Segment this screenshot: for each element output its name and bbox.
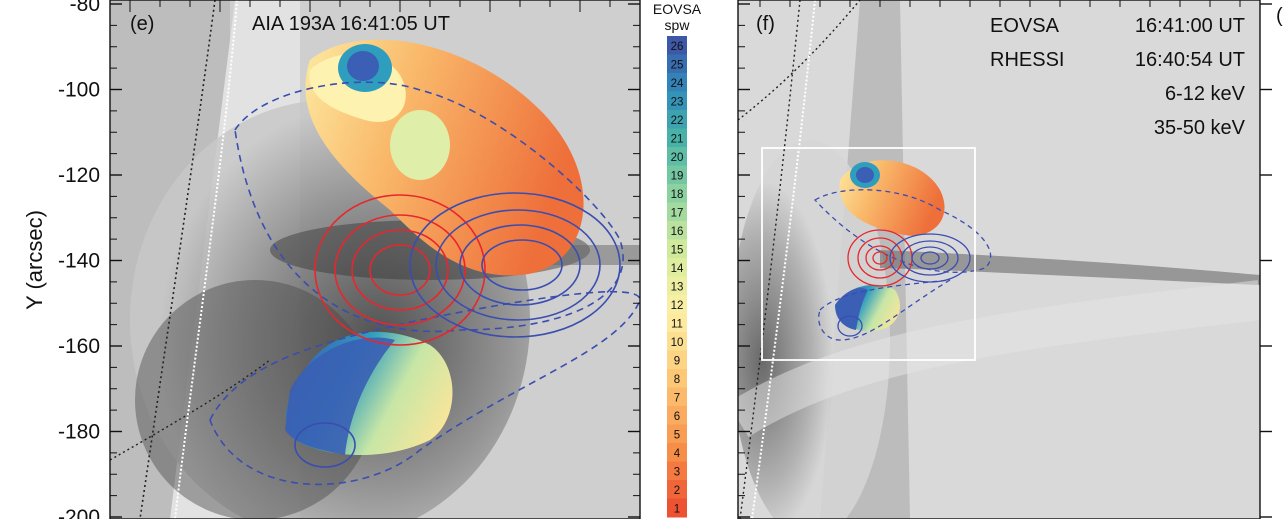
y-axis-ticks: -80 -100 -120 -140 -160 -180 -200 (58, 0, 640, 519)
colorbar-level-label: 11 (671, 319, 683, 331)
colorbar-level-label: 7 (674, 393, 680, 405)
rhessi-label: RHESSI (990, 49, 1064, 71)
colorbar-level-label: 15 (671, 245, 684, 257)
colorbar-cell (667, 73, 687, 92)
panel-f-frame (737, 0, 1261, 519)
zoom-box (761, 147, 976, 361)
colorbar-cell (667, 239, 687, 259)
y-axis-ticks-right (738, 0, 1272, 518)
radio-source-upper (839, 160, 945, 236)
colorbar-cell (667, 110, 687, 129)
colorbar-level-label: 26 (671, 41, 684, 53)
colorbar-level-label: 1 (674, 504, 680, 516)
colorbar-cell (667, 276, 687, 296)
colorbar-cell (667, 461, 687, 481)
colorbar-title-line2: spw (665, 17, 691, 33)
colorbar-level-label: 23 (671, 97, 684, 109)
colorbar-level-label: 8 (674, 374, 680, 386)
y-tick-label: -160 (58, 335, 100, 358)
colorbar-level-label: 13 (671, 282, 684, 294)
eovsa-time: 16:41:00 UT (1135, 15, 1245, 37)
red-contours (314, 194, 486, 346)
y-tick-label: -100 (58, 79, 100, 102)
colorbar-cell (667, 184, 687, 203)
colorbar-cell (667, 54, 687, 74)
panel-f: (f) EOVSA 16:41:00 UT RHESSI 16:40:54 UT… (737, 0, 1283, 519)
colorbar-level-label: 24 (671, 78, 684, 90)
colorbar-level-label: 10 (671, 337, 684, 349)
colorbar-cell (667, 91, 687, 111)
colorbar-level-label: 19 (671, 171, 684, 183)
colorbar-cell (667, 313, 687, 333)
colorbar-cell (667, 350, 687, 370)
colorbar-cell (667, 369, 687, 388)
limb-dotted-line (739, 0, 801, 519)
colorbar-level-label: 22 (671, 115, 684, 127)
colorbar-level-label: 4 (674, 448, 681, 460)
y-tick-label: -180 (58, 421, 100, 444)
blue-contours (294, 192, 621, 468)
next-panel-label-fragment: ( (1276, 5, 1283, 27)
blue-contours (837, 233, 971, 337)
colorbar-level-label: 6 (674, 411, 680, 423)
blue-dashed-contours (209, 81, 640, 486)
colorbar-level-label: 5 (674, 430, 680, 442)
colorbar-level-label: 12 (671, 300, 684, 312)
colorbar-cell (667, 424, 687, 444)
colorbar: EOVSA spw 262524232221201918171615141312… (653, 1, 702, 518)
colorbar-level-label: 20 (671, 152, 684, 164)
colorbar-cell (667, 406, 687, 425)
blue-dashed-contours (813, 189, 992, 341)
y-tick-label: -140 (58, 250, 100, 273)
colorbar-level-label: 3 (674, 467, 680, 479)
colorbar-cell (667, 258, 687, 277)
panel-e-label: (e) (130, 13, 154, 35)
y-tick-label: -120 (58, 164, 100, 187)
colorbar-cell (667, 332, 687, 351)
legend-blue: 35-50 keV (1154, 117, 1246, 139)
colorbar-level-label: 16 (671, 226, 684, 238)
radio-source-upper (305, 39, 584, 276)
colorbar-level-label: 21 (671, 134, 684, 146)
colorbar-cell (667, 295, 687, 314)
colorbar-level-label: 9 (674, 356, 680, 368)
colorbar-cell (667, 165, 687, 185)
colorbar-level-label: 17 (671, 208, 684, 220)
y-tick-label: -80 (70, 0, 100, 16)
legend-red: 6-12 keV (1165, 83, 1246, 105)
colorbar-cell (667, 128, 687, 148)
colorbar-cell (667, 480, 687, 499)
colorbar-cell (667, 221, 687, 240)
colorbar-cell (667, 147, 687, 166)
panel-e-frame (109, 0, 641, 519)
panel-e: -80 -100 -120 -140 -160 -180 -200 (e) AIA 193A… (22, 0, 641, 519)
colorbar-level-label: 14 (671, 263, 684, 275)
radio-source-lower (835, 284, 900, 332)
eovsa-label: EOVSA (990, 15, 1060, 37)
colorbar-level-label: 25 (671, 60, 684, 72)
colorbar-cell (667, 387, 687, 407)
y-axis-label: Y (arcsec) (22, 210, 47, 310)
panel-e-title: AIA 193A 16:41:05 UT (252, 13, 450, 35)
colorbar-cell (667, 443, 687, 462)
rhessi-time: 16:40:54 UT (1135, 49, 1245, 71)
colorbar-level-label: 2 (674, 485, 680, 497)
y-tick-label: -200 (58, 506, 100, 519)
colorbar-cell (667, 36, 687, 55)
colorbar-cell (667, 498, 687, 518)
colorbar-level-label: 18 (671, 189, 684, 201)
dark-loop-region (738, 140, 890, 519)
colorbar-title-line1: EOVSA (653, 1, 702, 17)
limb-dotted-line (139, 0, 216, 519)
panel-f-label: (f) (756, 13, 775, 35)
colorbar-cell (667, 202, 687, 222)
